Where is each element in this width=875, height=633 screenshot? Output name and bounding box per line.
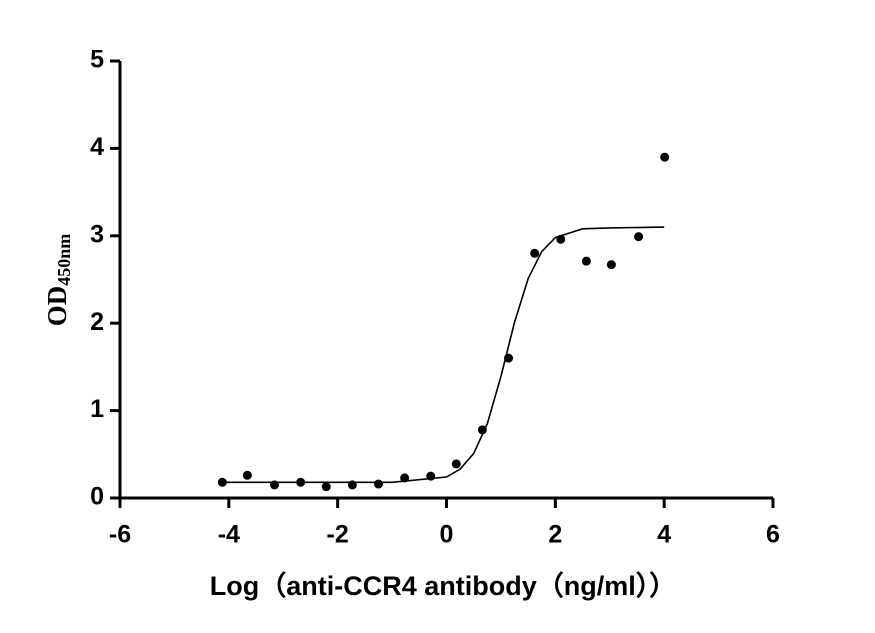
data-point [556,234,566,244]
data-point [347,480,357,490]
x-tick-label: 6 [766,521,780,549]
x-tick-label: -2 [327,521,349,549]
y-tick-label: 2 [90,308,104,336]
data-point [373,479,383,489]
data-point [477,425,487,435]
y-axis-label-subscript: 450nm [54,234,74,286]
y-tick-label: 4 [90,133,104,161]
data-point [634,232,644,242]
data-point [451,459,461,469]
data-point [270,480,280,490]
fit-curve [223,226,665,484]
data-point [606,260,616,270]
y-tick-label: 3 [90,220,104,248]
x-tick-label: 2 [548,521,562,549]
data-point [530,248,540,258]
y-axis-label-main: OD [42,286,72,327]
x-tick-label: -4 [218,521,240,549]
data-point [400,473,410,483]
x-axis-label: Log（anti-CCR4 antibody（ng/ml）） [210,571,676,601]
x-tick-label: 4 [657,521,671,549]
y-tick-label: 1 [90,395,104,423]
x-tick-label: 0 [440,521,454,549]
y-tick-label: 0 [90,483,104,511]
data-point [504,353,514,363]
y-tick-label: 5 [90,46,104,74]
y-axis-label: OD450nm [42,234,74,327]
data-point [660,152,670,162]
data-point [581,256,591,266]
data-point [242,470,252,480]
data-point [296,477,306,487]
data-point [217,477,227,487]
x-tick-label: -6 [109,521,131,549]
data-point [321,482,331,492]
data-point [426,471,436,481]
